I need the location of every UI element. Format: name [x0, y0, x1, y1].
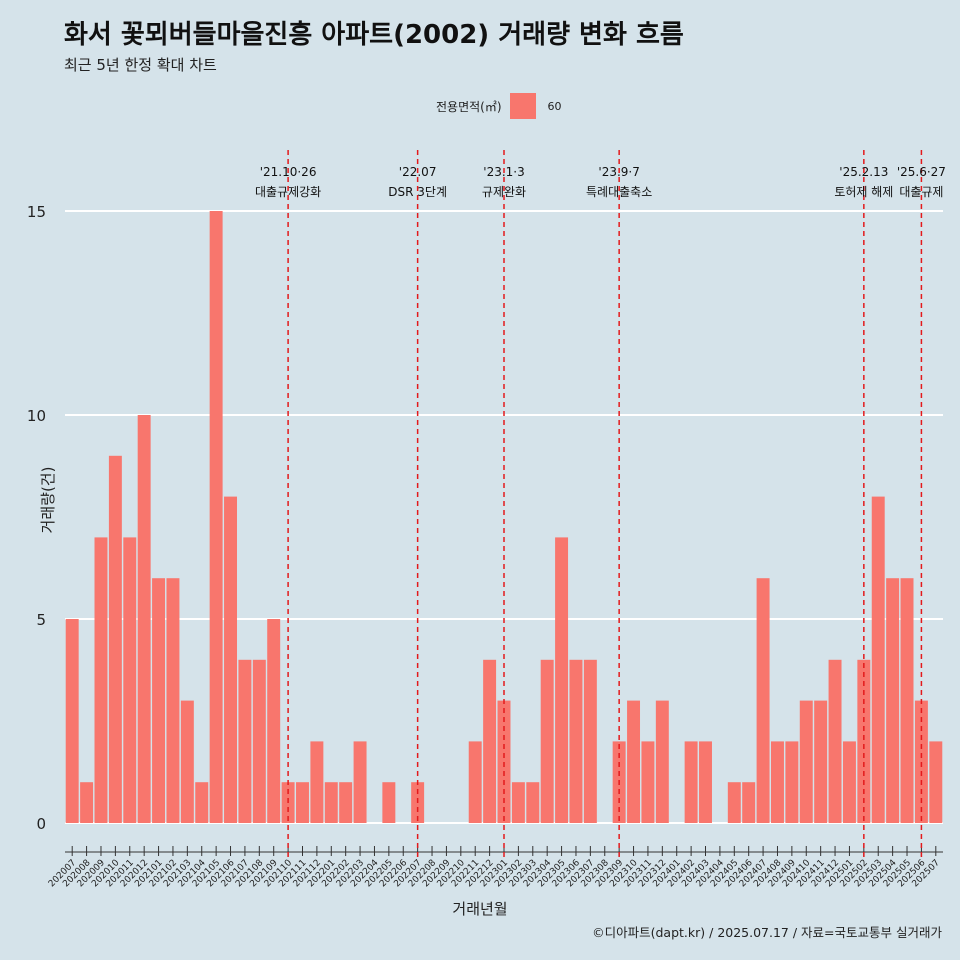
bar — [497, 700, 511, 823]
bar — [180, 700, 194, 823]
event-date-label: '25.6·27 — [897, 165, 946, 179]
bar — [914, 700, 928, 823]
bar — [770, 741, 784, 823]
event-label: 대출규제 — [899, 185, 943, 199]
bar — [684, 741, 698, 823]
event-label: 토허제 해제 — [834, 185, 893, 199]
chart-subtitle: 최근 5년 한정 확대 차트 — [64, 56, 217, 74]
bar — [727, 782, 741, 823]
legend: 전용면적(㎡) 60 — [436, 93, 562, 119]
bar — [871, 496, 885, 823]
bar — [900, 578, 914, 823]
source-caption: ©디아파트(dapt.kr) / 2025.07.17 / 자료=국토교통부 실… — [592, 925, 942, 940]
x-axis-title: 거래년월 — [452, 900, 508, 918]
event-date-label: '21.10·26 — [260, 165, 317, 179]
bar — [137, 415, 151, 823]
event-label: 대출규제강화 — [255, 185, 321, 199]
bar — [65, 619, 79, 823]
bar — [828, 659, 842, 823]
event-label: 특례대출축소 — [586, 185, 652, 199]
chart-title: 화서 꽃뫼버들마을진흥 아파트(2002) 거래량 변화 흐름 — [64, 20, 684, 50]
bar — [756, 578, 770, 823]
bar — [583, 659, 597, 823]
legend-title: 전용면적(㎡) — [436, 99, 502, 114]
bar — [238, 659, 252, 823]
bar — [123, 537, 137, 823]
bar — [785, 741, 799, 823]
bar — [310, 741, 324, 823]
bar — [468, 741, 482, 823]
bar — [857, 659, 871, 823]
bar — [511, 782, 525, 823]
bar — [814, 700, 828, 823]
bar — [526, 782, 540, 823]
bar — [80, 782, 94, 823]
y-tick-label: 5 — [36, 611, 46, 629]
bar — [353, 741, 367, 823]
legend-label: 60 — [547, 99, 562, 113]
bar — [296, 782, 309, 823]
event-date-label: '22.07 — [399, 165, 437, 179]
y-tick-label: 10 — [27, 407, 46, 425]
y-tick-label: 0 — [36, 815, 46, 833]
bar — [555, 537, 569, 823]
bar — [641, 741, 655, 823]
bar — [94, 537, 108, 823]
bar — [929, 741, 943, 823]
legend-swatch — [509, 93, 536, 119]
bar — [166, 578, 180, 823]
event-date-label: '25.2.13 — [839, 165, 888, 179]
bar — [569, 659, 583, 823]
bar — [108, 455, 122, 823]
y-tick-label: 15 — [27, 203, 46, 221]
bar — [886, 578, 900, 823]
bar — [799, 700, 813, 823]
bar — [382, 782, 396, 823]
bar — [324, 782, 338, 823]
event-date-label: '23.1·3 — [483, 165, 524, 179]
event-label: 규제완화 — [482, 185, 526, 199]
bar — [627, 700, 641, 823]
bar — [842, 741, 856, 823]
bar — [699, 741, 712, 823]
bar — [655, 700, 669, 823]
bar — [742, 782, 756, 823]
event-date-label: '23.9·7 — [598, 165, 639, 179]
bar — [339, 782, 353, 823]
bar — [224, 496, 238, 823]
bar — [540, 659, 554, 823]
bar — [195, 782, 209, 823]
event-label: DSR 3단계 — [388, 185, 447, 199]
bar — [252, 659, 266, 823]
bar — [152, 578, 166, 823]
bar — [267, 619, 281, 823]
bar — [209, 211, 223, 823]
bar — [483, 659, 497, 823]
